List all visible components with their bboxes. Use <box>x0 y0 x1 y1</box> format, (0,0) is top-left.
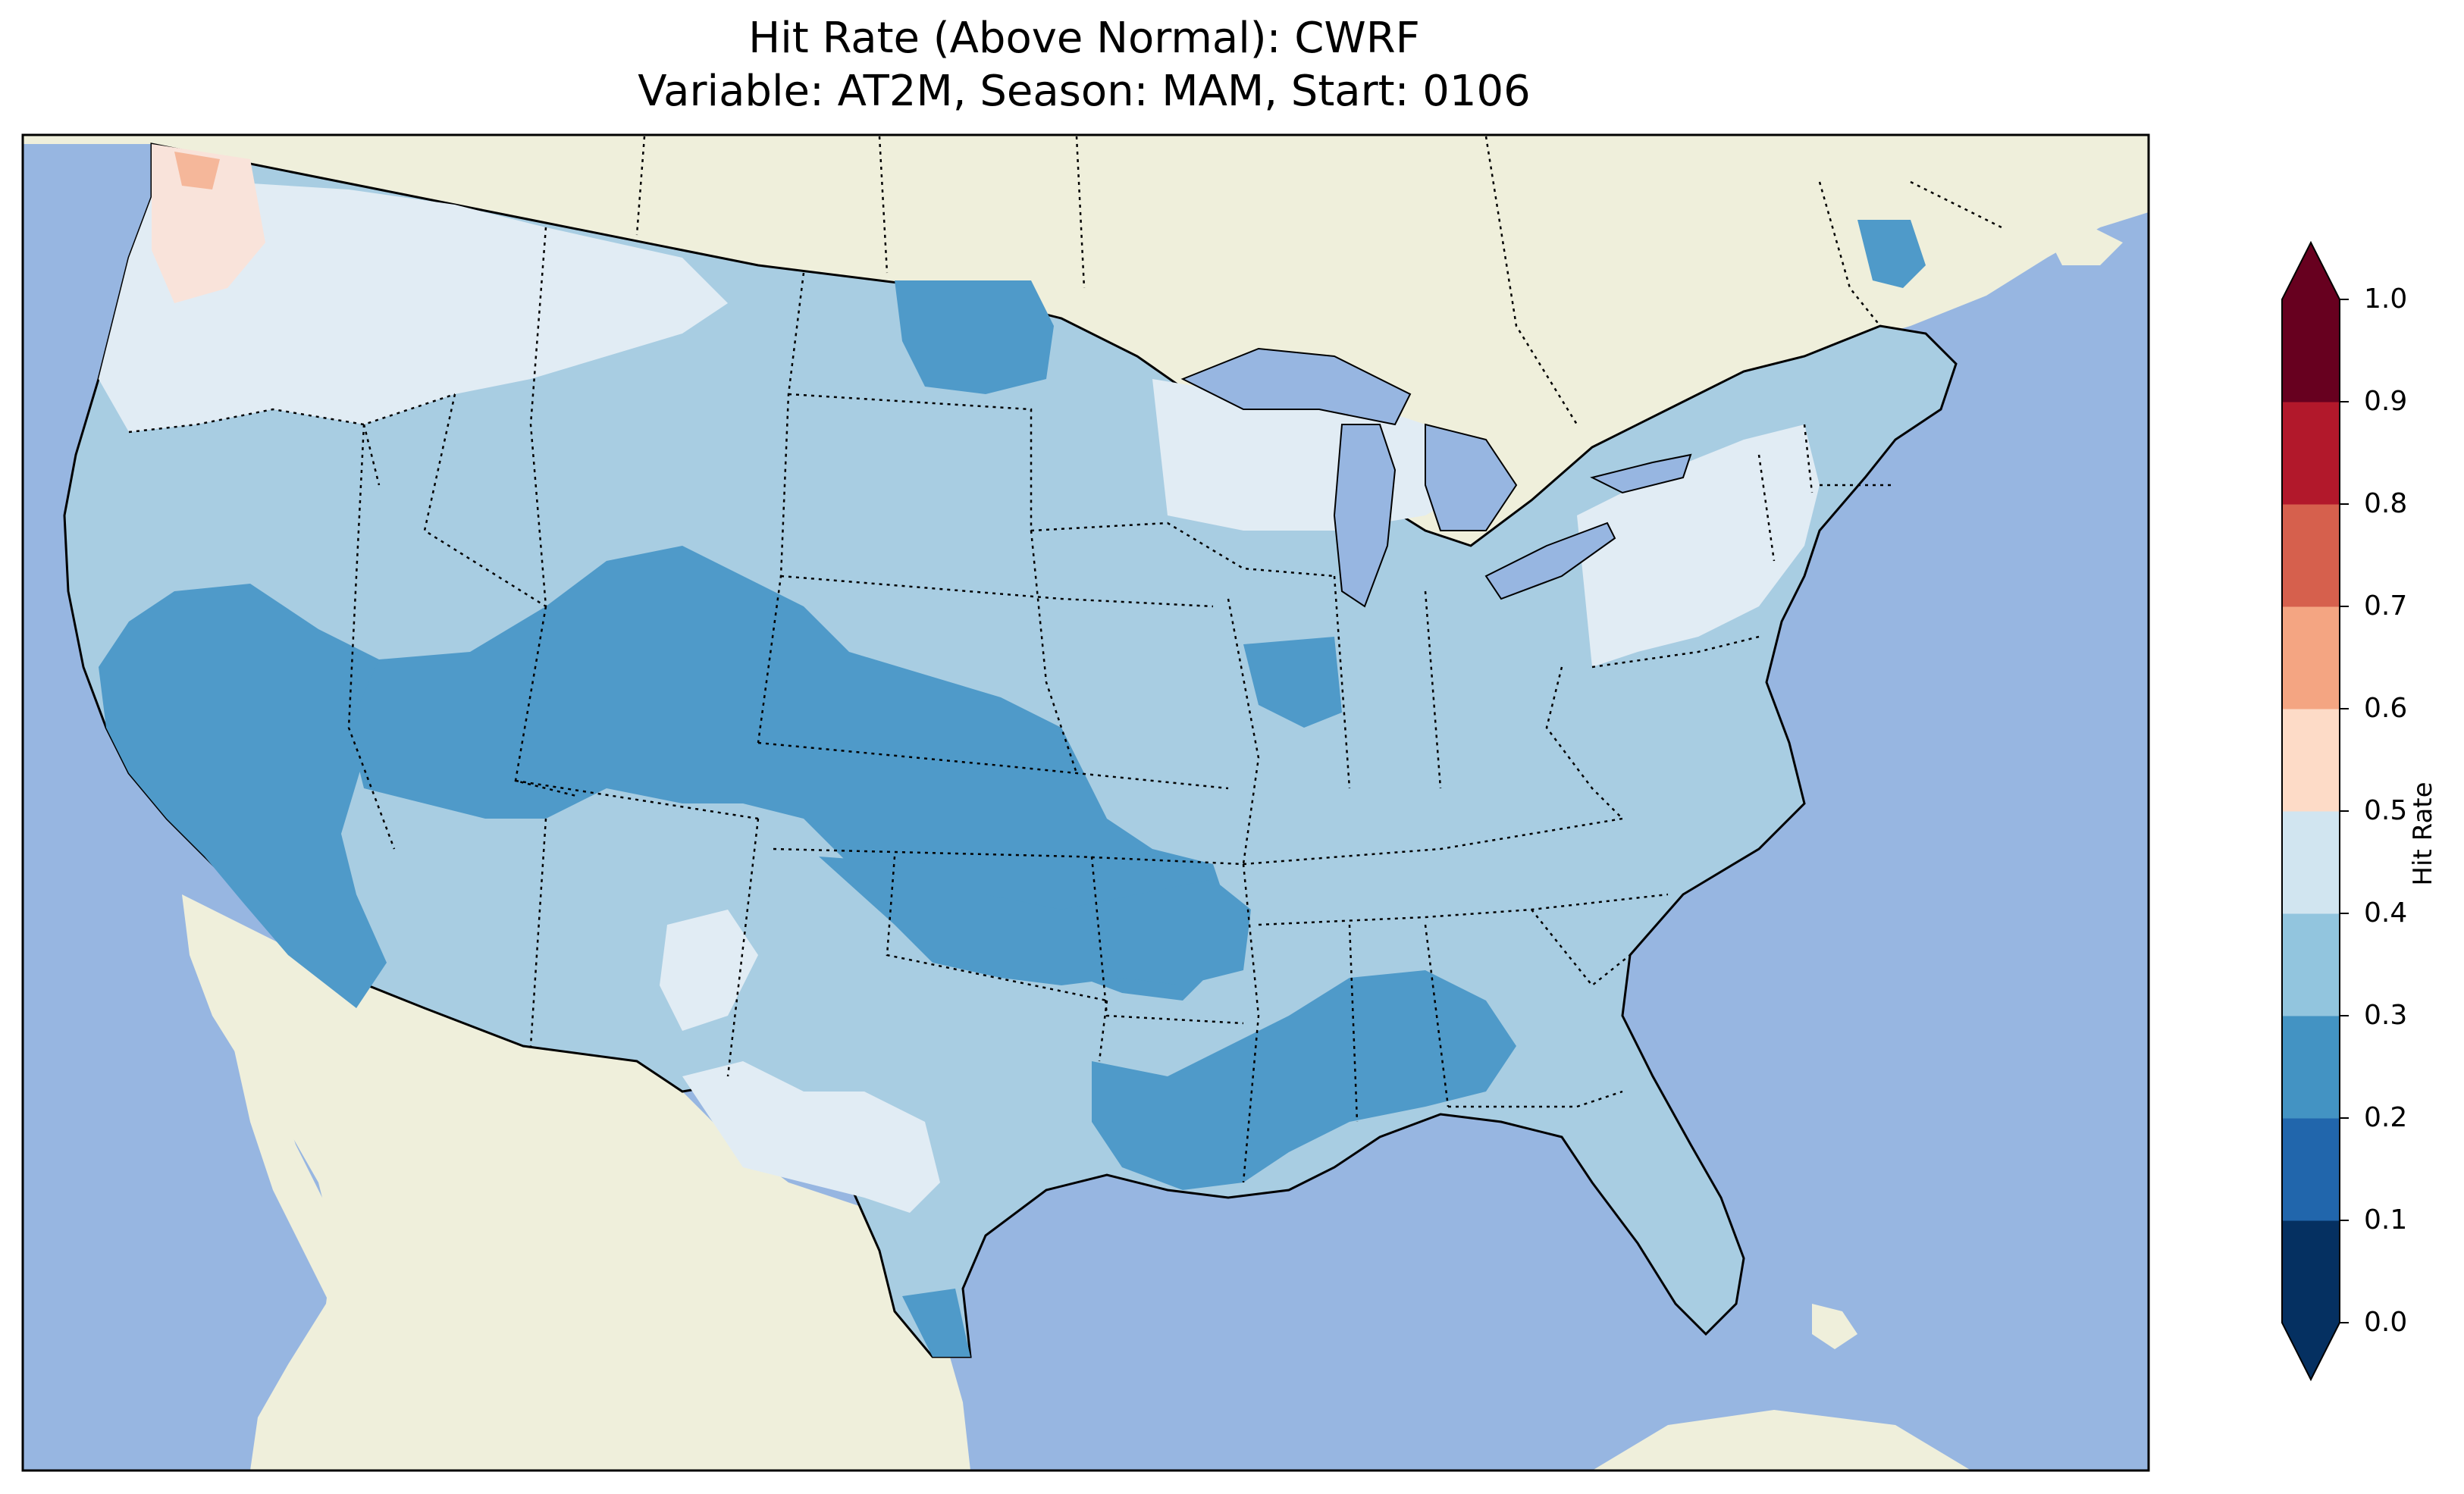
colorbar-tick-10: 1.0 <box>2364 283 2408 315</box>
lake-erie <box>1484 521 1616 600</box>
land-baja <box>220 955 432 1425</box>
lake-michigan <box>1333 424 1397 608</box>
land-cuba-keys <box>1812 1304 1857 1349</box>
colorbar-label: Hit Rate <box>2408 781 2438 886</box>
region-southwest-patch <box>660 910 758 1031</box>
colorbar-tick-8: 0.8 <box>2364 488 2408 519</box>
colorbar-tick-6: 0.6 <box>2364 693 2408 724</box>
colorbar-tick-2: 0.2 <box>2364 1102 2408 1133</box>
colorbar-segment <box>2282 913 2340 1016</box>
colorbar-tick-3: 0.3 <box>2364 1000 2408 1031</box>
region-west-texas <box>682 1061 940 1213</box>
colorbar-segment <box>2282 504 2340 607</box>
map-subtitle: Variable: AT2M, Season: MAM, Start: 0106 <box>638 67 1531 116</box>
colorbar-tick-4: 0.4 <box>2364 897 2408 929</box>
region-illinois <box>1243 637 1342 728</box>
region-north-dakota <box>895 280 1054 394</box>
land-sw-corner <box>1592 1410 1971 1471</box>
lake-superior <box>1180 347 1412 426</box>
region-nw-washington-salmon <box>174 152 220 189</box>
colorbar-tick-5: 0.5 <box>2364 795 2408 826</box>
region-pacific-coast-pink <box>152 144 265 303</box>
lake-ontario <box>1590 453 1692 494</box>
lake-huron <box>1425 423 1518 531</box>
colorbar-extend-max <box>2282 243 2340 299</box>
map-frame <box>21 133 2150 1472</box>
colorbar-extend-min <box>2282 1323 2340 1380</box>
colorbar-segment <box>2282 709 2340 812</box>
colorbar-segment <box>2282 1016 2340 1119</box>
colorbar-segment <box>2282 299 2340 402</box>
colorbar-segment <box>2282 811 2340 914</box>
colorbar-segment <box>2282 402 2340 505</box>
region-lower-mississippi <box>1092 970 1516 1190</box>
land-canada <box>23 135 2149 546</box>
region-maine <box>1857 220 1926 288</box>
great-lakes <box>1180 347 1692 608</box>
region-south-texas-tip <box>902 1289 970 1357</box>
region-ca-nv <box>99 584 387 1008</box>
land-nova-scotia <box>2047 227 2123 265</box>
map-title: Hit Rate (Above Normal): CWRF <box>748 14 1420 63</box>
colorbar-tick-9: 0.9 <box>2364 386 2408 417</box>
colorbar-tick-1: 0.1 <box>2364 1204 2408 1236</box>
colorbar-segment <box>2282 1118 2340 1221</box>
colorbar-tick-0: 0.0 <box>2364 1307 2408 1338</box>
region-central-rockies <box>349 546 1228 1001</box>
region-oklahoma-arkansas <box>819 857 1251 985</box>
colorbar-tick-7: 0.7 <box>2364 590 2408 622</box>
colorbar-segment <box>2282 1220 2340 1323</box>
colorbar-segment <box>2282 606 2340 709</box>
state-borders <box>128 136 2002 1183</box>
